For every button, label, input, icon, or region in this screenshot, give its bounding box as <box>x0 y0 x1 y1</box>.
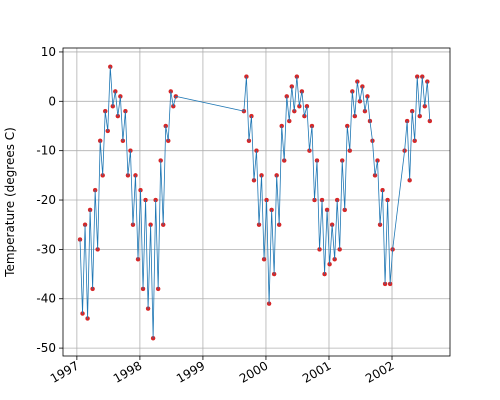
plot-frame <box>62 47 451 357</box>
x-tick-label: 1998 <box>111 358 144 385</box>
data-line <box>79 66 431 339</box>
y-tick-label: -50 <box>36 341 56 355</box>
x-tick-label: 1999 <box>174 358 207 385</box>
x-tick-label: 2000 <box>237 358 270 385</box>
y-tick-label: 0 <box>48 94 56 108</box>
y-tick-label: 10 <box>41 45 56 59</box>
y-tick-label: -20 <box>36 193 56 207</box>
y-tick-label: -10 <box>36 144 56 158</box>
y-tick-label: -30 <box>36 242 56 256</box>
x-tick-label: 1997 <box>48 358 81 385</box>
y-tick-label: -40 <box>36 292 56 306</box>
y-axis-label: Temperature (degrees C) <box>3 127 17 278</box>
x-tick-label: 2001 <box>300 358 333 385</box>
x-tick-label: 2002 <box>363 358 396 385</box>
